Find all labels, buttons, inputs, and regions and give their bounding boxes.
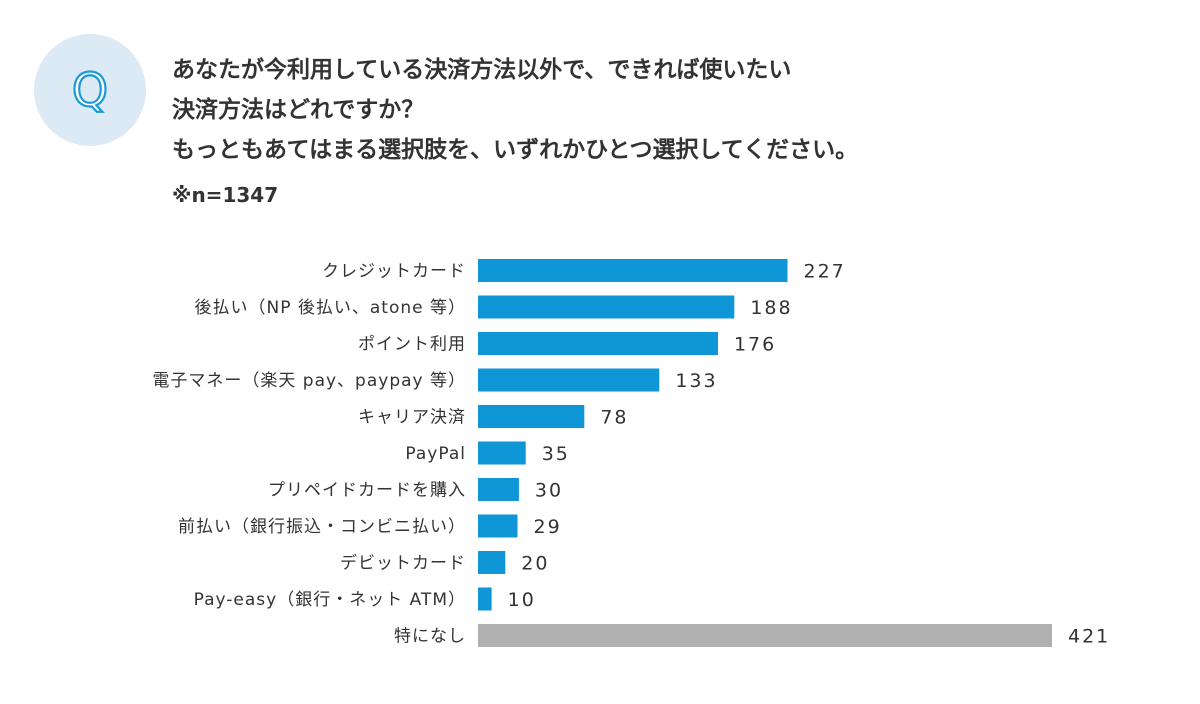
bar (478, 551, 506, 574)
bar-chart: クレジットカード 227 後払い（NP 後払い、atone 等） 188 ポイント利用 1… (152, 259, 1110, 648)
bar (478, 624, 1052, 647)
category-label: デビットカード (340, 553, 466, 574)
bar (478, 295, 735, 319)
value-label: 10 (508, 589, 536, 611)
category-label: プリペイドカードを購入 (268, 481, 466, 501)
category-label: PayPal (405, 444, 466, 464)
category-label: ポイント利用 (358, 335, 466, 355)
category-label: 前払い（銀行振込・コンビニ払い） (178, 517, 466, 537)
value-label: 35 (542, 443, 570, 465)
question-line-1: あなたが今利用している決済方法以外で、できれば使いたい (172, 57, 792, 83)
bar (478, 441, 526, 465)
bar (478, 514, 518, 538)
value-label: 176 (734, 334, 776, 356)
value-label: 29 (534, 516, 562, 538)
sample-size: ※n=1347 (172, 183, 279, 207)
category-label: Pay-easy（銀行・ネット ATM） (194, 590, 466, 610)
bar (478, 332, 718, 355)
question-line-2: 決済方法はどれですか？ (172, 97, 425, 123)
badge-letter: Q (72, 63, 108, 117)
category-label: 電子マネー（楽天 pay、paypay 等） (152, 371, 466, 391)
bar (478, 587, 492, 611)
value-label: 421 (1068, 626, 1110, 648)
value-label: 188 (750, 297, 792, 319)
value-label: 20 (521, 553, 549, 575)
category-label: キャリア決済 (358, 408, 466, 428)
value-label: 30 (535, 480, 563, 502)
value-label: 78 (600, 407, 628, 429)
bar (478, 478, 519, 501)
question-badge: Q (34, 34, 146, 146)
bar (478, 368, 660, 392)
bar (478, 405, 585, 428)
value-label: 133 (675, 370, 717, 392)
question-text: あなたが今利用している決済方法以外で、できれば使いたい 決済方法はどれですか？ … (172, 50, 1172, 170)
category-label: 特になし (394, 627, 466, 647)
q-letter-icon: Q (71, 62, 109, 118)
bar (478, 259, 788, 282)
category-label: クレジットカード (322, 262, 466, 282)
value-label: 227 (803, 261, 845, 283)
question-line-3: もっともあてはまる選択肢を、いずれかひとつ選択してください。 (172, 137, 859, 163)
category-label: 後払い（NP 後払い、atone 等） (195, 298, 467, 318)
